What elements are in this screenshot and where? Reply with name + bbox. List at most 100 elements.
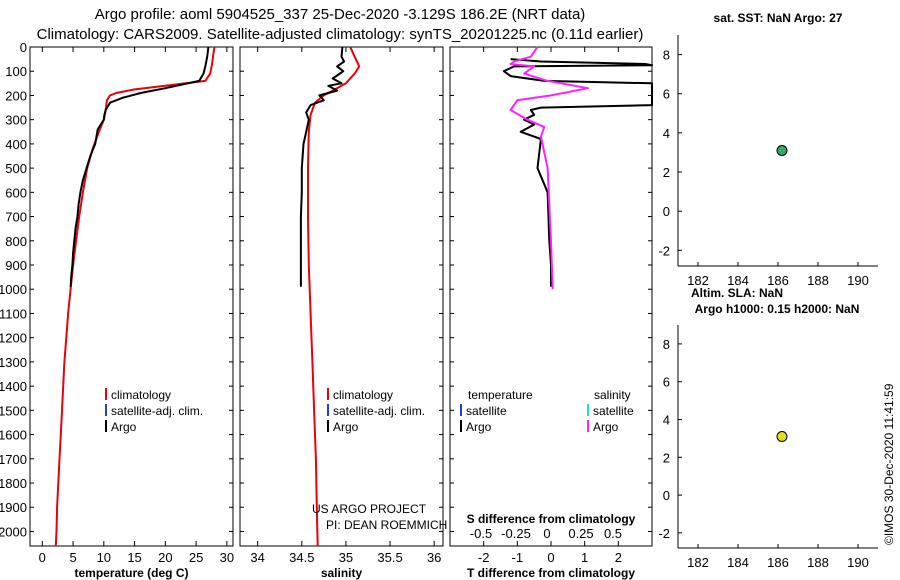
map-title: Altim. SLA: NaN: [691, 286, 783, 300]
y-tick-label: 1900: [0, 500, 27, 515]
legend-label: satellite-adj. clim.: [333, 404, 425, 418]
series-line-salinity-argo: [509, 46, 589, 290]
series-line-temperature-argo: [502, 58, 653, 287]
sst-map-panel: -2 0 2 4 6 8 182 184 186 188 190 sat. SST: NaN Argo…: [658, 11, 878, 288]
x-tick-label: 34: [250, 550, 264, 565]
x-tick-label: 10: [97, 550, 111, 565]
series-line-argo: [299, 46, 346, 287]
imos-stamp: ©IMOS 30-Dec-2020 11:41:59: [882, 383, 896, 545]
y-tick-label: 1500: [0, 403, 27, 418]
legend-label: climatology: [111, 388, 171, 402]
y-tick-label: 300: [5, 113, 27, 128]
x-tick-label: 190: [847, 273, 869, 288]
x-tick-label: 184: [727, 555, 749, 570]
legend-label: climatology: [333, 388, 393, 402]
y-tick-label: 1200: [0, 331, 27, 346]
y-tick-label: 2: [663, 165, 670, 180]
y-tick-label: 6: [663, 87, 670, 102]
credit-line2: PI: DEAN ROEMMICH: [326, 518, 447, 532]
plot-frame: [29, 46, 234, 547]
y-tick-label: 8: [663, 337, 670, 352]
x-tick-label: 25: [189, 550, 203, 565]
x-tick-label: 35.5: [377, 550, 402, 565]
series-line-climatology: [307, 46, 361, 547]
x-tick-label: 182: [687, 555, 709, 570]
y-tick-label: 0: [663, 204, 670, 219]
x-tick-label: -1: [512, 550, 524, 565]
figure-title-line2: Climatology: CARS2009. Satellite-adjuste…: [37, 26, 644, 43]
x-tick-label: 35: [339, 550, 353, 565]
x2-axis-label: S difference from climatology: [467, 512, 636, 526]
x-tick-label: 188: [807, 555, 829, 570]
x2-tick-label: -0.25: [501, 526, 531, 541]
x-tick-label: 30: [220, 550, 234, 565]
map-subtitle: Argo h1000: 0.15 h2000: NaN: [695, 302, 860, 316]
temperature-panel: 0100200300400500600700800900100011001200…: [0, 40, 234, 580]
x-tick-label: 15: [127, 550, 141, 565]
x-tick-label: 0: [39, 550, 46, 565]
y-tick-label: 1100: [0, 306, 27, 321]
legend-label: satellite: [466, 404, 507, 418]
x-axis-label: salinity: [321, 566, 363, 580]
x-axis-label: temperature (deg C): [74, 566, 188, 580]
y-tick-label: 8: [663, 48, 670, 63]
legend-label: satellite: [593, 404, 634, 418]
x-tick-label: 188: [807, 273, 829, 288]
legend-label: Argo: [593, 420, 619, 434]
x2-tick-label: 0.5: [604, 526, 622, 541]
x-tick-label: 0: [547, 550, 554, 565]
sla-map-panel: -2 0 2 4 6 8 182 184 186 188 190 Altim. SLA: NaN Arg…: [658, 286, 878, 570]
plot-frame: [449, 46, 653, 547]
credit-line1: US ARGO PROJECT: [312, 502, 427, 516]
y-tick-label: 700: [5, 210, 27, 225]
y-tick-label: -2: [658, 243, 670, 258]
y-tick-label: 1600: [0, 428, 27, 443]
legend-header: salinity: [594, 388, 631, 402]
y-tick-label: -2: [658, 526, 670, 541]
y-tick-label: 100: [5, 64, 27, 79]
y-tick-label: 1800: [0, 476, 27, 491]
y-tick-label: 0: [20, 40, 27, 55]
x-tick-label: 186: [767, 555, 789, 570]
legend-label: Argo: [333, 420, 359, 434]
y-tick-label: 1000: [0, 282, 27, 297]
y-tick-label: 1400: [0, 379, 27, 394]
x2-tick-label: 0.25: [568, 526, 593, 541]
legend-label: satellite-adj. clim.: [111, 404, 203, 418]
series-line-argo: [69, 46, 210, 287]
x-tick-label: 36: [427, 550, 441, 565]
x2-tick-label: 0: [543, 526, 550, 541]
x-tick-label: 190: [847, 555, 869, 570]
location-marker: [776, 431, 788, 442]
x-tick-label: 2: [615, 550, 622, 565]
plot-frame: [239, 46, 444, 547]
x-tick-label: 186: [767, 273, 789, 288]
x-tick-label: 182: [687, 273, 709, 288]
legend-label: Argo: [111, 420, 137, 434]
legend-label: Argo: [466, 420, 492, 434]
salinity-panel: 34 34.5 35 35.5 36 salinity climatology satelli…: [239, 46, 444, 580]
y-tick-label: 500: [5, 161, 27, 176]
y-tick-label: 400: [5, 137, 27, 152]
y-tick-label: 800: [5, 234, 27, 249]
y-tick-label: 2: [663, 450, 670, 465]
location-marker: [776, 145, 788, 156]
y-tick-label: 900: [5, 258, 27, 273]
figure-title-line1: Argo profile: aoml 5904525_337 25-Dec-20…: [95, 6, 586, 23]
x-tick-label: 1: [581, 550, 588, 565]
x2-tick-label: -0.5: [470, 526, 492, 541]
x-tick-label: -2: [478, 550, 490, 565]
y-tick-label: 600: [5, 185, 27, 200]
y-tick-label: 1700: [0, 452, 27, 467]
legend-header: temperature: [468, 388, 533, 402]
series-line-climatology: [54, 46, 216, 547]
x-tick-label: 184: [727, 273, 749, 288]
y-tick-label: 0: [663, 488, 670, 503]
map-title: sat. SST: NaN Argo: 27: [714, 11, 843, 25]
y-tick-label: 4: [663, 412, 670, 427]
y-tick-label: 2000: [0, 524, 27, 539]
y-tick-label: 6: [663, 375, 670, 390]
x-axis-label: T difference from climatology: [467, 566, 635, 580]
difference-panel: -2 -1 0 1 2T difference from climatology temp…: [449, 46, 653, 580]
